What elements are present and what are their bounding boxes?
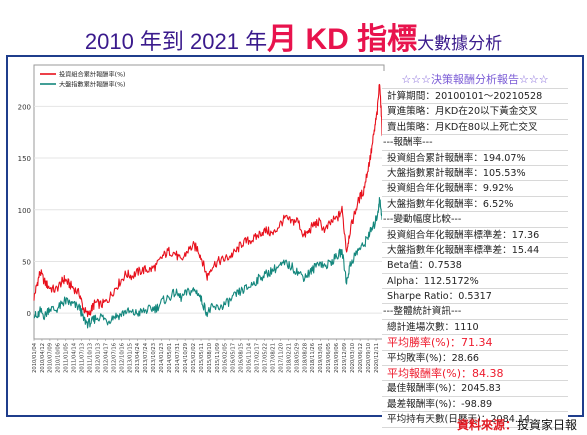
x-tick-label: 2012/07/16 bbox=[111, 343, 117, 373]
x-tick-label: 2020/03/10 bbox=[350, 343, 356, 373]
x-tick-label: 2016/05/17 bbox=[231, 343, 237, 373]
x-tick-label: 2016/11/14 bbox=[247, 342, 253, 373]
axis-layer: 0 50 100 150 200 2010/01/04 2010/04/12 2010/07/… bbox=[18, 103, 388, 373]
x-tick-label: 2013/04/24 bbox=[135, 342, 141, 373]
line-chart: 0 50 100 150 200 2010/01/04 2010/04/12 2010/07/… bbox=[18, 64, 388, 373]
report-rows: 計算期間：20100101～20210528 買進策略：月KD在20以下黃金交叉賣… bbox=[382, 89, 568, 428]
report-row: 最佳報酬率(%)：2045.83 bbox=[382, 381, 568, 397]
title-suffix: 大數據分析 bbox=[417, 34, 503, 54]
x-tick-label: 2019/09/06 bbox=[334, 343, 340, 373]
report-row: 投資組合年化報酬率：9.92% bbox=[382, 181, 568, 197]
page-title: 2010 年到 2021 年月 KD 指標大數據分析 bbox=[0, 14, 587, 58]
y-tick-label: 150 bbox=[18, 155, 31, 163]
x-tick-label: 2012/04/17 bbox=[103, 343, 109, 373]
x-tick-label: 2010/01/04 bbox=[32, 342, 38, 373]
report-panel: ☆☆☆決策報酬分析報告☆☆☆ 計算期間：20100101～20210528 買進策… bbox=[382, 71, 568, 428]
report-row: 最差報酬率(%)：-98.89 bbox=[382, 397, 568, 413]
x-tick-label: 2018/08/28 bbox=[302, 343, 308, 373]
x-tick-label: 2019/03/01 bbox=[318, 343, 324, 373]
report-row: 買進策略：月KD在20以下黃金交叉 bbox=[382, 104, 568, 120]
report-section-header: ---報酬率--- bbox=[382, 135, 568, 151]
x-tick-label: 2014/10/29 bbox=[183, 343, 189, 373]
report-row: Alpha：112.5172% bbox=[382, 274, 568, 290]
x-tick-label: 2014/07/31 bbox=[175, 343, 181, 373]
report-row: 賣出策略：月KD在80以上死亡交叉 bbox=[382, 120, 568, 136]
y-tick-label: 200 bbox=[18, 103, 31, 111]
x-tick-label: 2010/10/06 bbox=[56, 343, 62, 373]
legend-label: 投資組合累計報酬率(%) bbox=[59, 71, 125, 79]
x-tick-label: 2012/10/16 bbox=[119, 343, 125, 373]
report-row: Sharpe Ratio：0.5317 bbox=[382, 289, 568, 305]
x-tick-label: 2020/12/11 bbox=[374, 343, 380, 373]
x-tick-label: 2011/07/13 bbox=[80, 343, 86, 373]
x-tick-label: 2019/06/05 bbox=[326, 343, 332, 373]
source-credit: 資料來源：投資家日報 bbox=[457, 416, 577, 433]
x-tick-label: 2011/01/05 bbox=[64, 343, 70, 373]
x-tick-label: 2013/10/23 bbox=[151, 343, 157, 373]
x-tick-label: 2016/02/05 bbox=[223, 343, 229, 373]
report-row: Beta值：0.7538 bbox=[382, 258, 568, 274]
x-tick-label: 2010/04/12 bbox=[40, 343, 46, 373]
series-line-2 bbox=[33, 197, 384, 329]
legend-label: 大盤指數累計報酬率(%) bbox=[59, 81, 125, 89]
report-row: 計算期間：20100101～20210528 bbox=[382, 89, 568, 105]
x-tick-label: 2015/05/11 bbox=[199, 343, 205, 373]
x-tick-label: 2017/05/22 bbox=[262, 343, 268, 373]
x-tick-label: 2018/11/26 bbox=[310, 343, 316, 373]
x-tick-label: 2019/12/09 bbox=[342, 343, 348, 373]
y-tick-label: 100 bbox=[18, 207, 31, 215]
x-tick-label: 2017/02/17 bbox=[255, 343, 261, 373]
report-section-header: ---整體統計資訊--- bbox=[382, 304, 568, 320]
x-tick-label: 2018/05/29 bbox=[294, 343, 300, 373]
series-line-1 bbox=[33, 83, 384, 318]
x-tick-label: 2011/04/14 bbox=[72, 342, 78, 373]
x-tick-label: 2017/11/20 bbox=[278, 343, 284, 373]
x-tick-label: 2015/02/02 bbox=[191, 343, 197, 373]
report-row: 平均勝率(%)：71.34 bbox=[382, 335, 568, 351]
series-layer bbox=[33, 83, 384, 329]
x-tick-label: 2015/08/10 bbox=[207, 343, 213, 373]
x-tick-label: 2014/05/01 bbox=[167, 343, 173, 373]
report-row: 大盤指數年化報酬率：6.52% bbox=[382, 197, 568, 213]
source-name: 投資家日報 bbox=[516, 418, 577, 432]
source-label: 資料來源： bbox=[456, 418, 517, 432]
title-years: 2010 年到 2021 年 bbox=[84, 29, 268, 54]
report-row: 平均持有天數(日曆天)：2084.14 bbox=[382, 412, 568, 428]
x-tick-label: 2014/01/23 bbox=[159, 343, 165, 373]
x-tick-label: 2013/07/24 bbox=[143, 342, 149, 373]
x-tick-label: 2015/11/09 bbox=[215, 343, 221, 373]
x-tick-label: 2011/10/13 bbox=[87, 343, 93, 373]
y-tick-label: 50 bbox=[22, 258, 31, 266]
report-row: 投資組合年化報酬率標準差：17.36 bbox=[382, 228, 568, 243]
x-tick-label: 2012/01/13 bbox=[95, 343, 101, 373]
x-tick-label: 2010/07/09 bbox=[48, 343, 54, 373]
chart-frame: 0 50 100 150 200 2010/01/04 2010/04/12 2010/07/… bbox=[6, 55, 584, 428]
x-tick-label: 2018/02/21 bbox=[286, 343, 292, 373]
plot-area bbox=[33, 64, 385, 340]
grid-layer bbox=[33, 64, 385, 340]
x-tick-label: 2020/06/12 bbox=[358, 343, 364, 373]
title-indicator: 月 KD 指標 bbox=[267, 23, 418, 56]
report-heading: ☆☆☆決策報酬分析報告☆☆☆ bbox=[382, 71, 568, 89]
report-row: 大盤指數年化報酬率標準差：15.44 bbox=[382, 243, 568, 259]
y-tick-label: 0 bbox=[27, 310, 31, 318]
report-row: 總計進場次數：1110 bbox=[382, 320, 568, 336]
legend: 投資組合累計報酬率(%) 大盤指數累計報酬率(%) bbox=[40, 71, 125, 89]
x-tick-label: 2016/08/15 bbox=[239, 343, 245, 373]
report-row: 平均報酬率(%)：84.38 bbox=[382, 366, 568, 382]
x-tick-label: 2017/08/21 bbox=[270, 343, 276, 373]
report-row: 大盤指數累計報酬率：105.53% bbox=[382, 166, 568, 182]
x-tick-label: 2013/01/15 bbox=[127, 343, 133, 373]
report-section-header: ---變動幅度比較--- bbox=[382, 212, 568, 228]
report-row: 平均敗率(%)：28.66 bbox=[382, 351, 568, 367]
report-row: 投資組合累計報酬率：194.07% bbox=[382, 151, 568, 166]
x-tick-label: 2020/09/10 bbox=[366, 343, 372, 373]
